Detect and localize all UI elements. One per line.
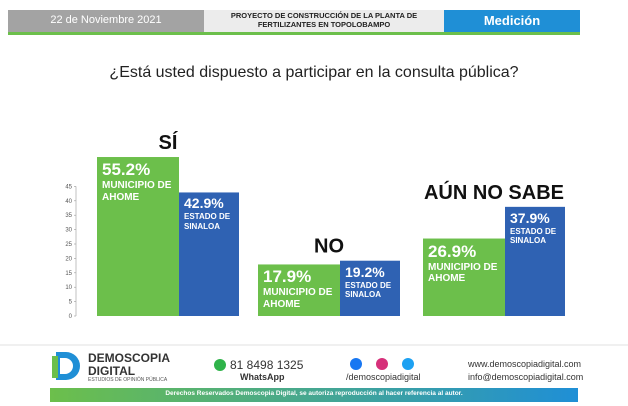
series-label: MUNICIPIO DE AHOME (263, 287, 333, 310)
value-label: 55.2% (102, 160, 151, 180)
header-section: Medición (483, 13, 541, 28)
social: /demoscopiadigital (346, 372, 421, 382)
header-date-bg (8, 10, 204, 32)
brand: DEMOSCOPIA DIGITAL (88, 351, 170, 378)
series-label: ESTADO DE SINALOA (510, 226, 557, 246)
y-tick-label: 0 (69, 314, 73, 320)
header-title: PROYECTO DE CONSTRUCCIÓN DE LA PLANTA DE… (230, 11, 418, 29)
y-tick-label: 15 (65, 271, 72, 277)
category-label: AÚN NO SABE (424, 180, 564, 204)
phone: 81 8498 1325 (230, 358, 304, 372)
rights: Derechos Reservados Demoscopia Digital, … (165, 390, 463, 397)
twitter-icon (402, 358, 414, 370)
footer-bar (50, 388, 578, 402)
instagram-icon (376, 358, 388, 370)
header-title-bg (204, 10, 444, 32)
header-section-bg (444, 10, 580, 32)
series-label: MUNICIPIO DE AHOME (428, 261, 498, 285)
bar (423, 238, 505, 316)
web: www.demoscopiadigital.com (468, 359, 582, 369)
email: info@demoscopiadigital.com (468, 372, 584, 382)
series-label: MUNICIPIO DE AHOME (102, 180, 172, 203)
chart-title: ¿Está usted dispuesto a participar en la… (109, 64, 519, 81)
bar (179, 192, 239, 316)
category-label: NO (314, 236, 344, 258)
y-tick-label: 20 (65, 256, 72, 262)
bar (97, 157, 179, 316)
y-tick-label: 25 (65, 242, 72, 248)
y-tick-label: 40 (65, 199, 72, 205)
series-label: ESTADO DE SINALOA (184, 212, 231, 231)
logo-bar (52, 356, 58, 378)
value-label: 26.9% (428, 241, 477, 261)
y-tick-label: 35 (65, 213, 72, 219)
value-label: 37.9% (510, 209, 550, 226)
y-tick-label: 45 (65, 184, 72, 190)
y-tick-label: 5 (69, 300, 73, 306)
phone-label: WhatsApp (240, 372, 285, 382)
value-label: 19.2% (345, 263, 385, 280)
y-tick-label: 10 (65, 285, 72, 291)
category-label: SÍ (159, 131, 178, 154)
facebook-icon (350, 358, 362, 370)
tagline: ESTUDIOS DE OPINIÓN PÚBLICA (88, 377, 168, 383)
bar (258, 264, 340, 316)
whatsapp-icon (214, 359, 226, 371)
value-label: 17.9% (263, 267, 312, 287)
logo-d-inner (60, 358, 73, 374)
bar (340, 260, 400, 316)
header-date: 22 de Noviembre 2021 (50, 14, 162, 26)
header-stripe (8, 32, 580, 35)
value-label: 42.9% (184, 195, 224, 212)
y-tick-label: 30 (65, 228, 72, 234)
bar (505, 206, 565, 316)
series-label: ESTADO DE SINALOA (345, 280, 392, 299)
